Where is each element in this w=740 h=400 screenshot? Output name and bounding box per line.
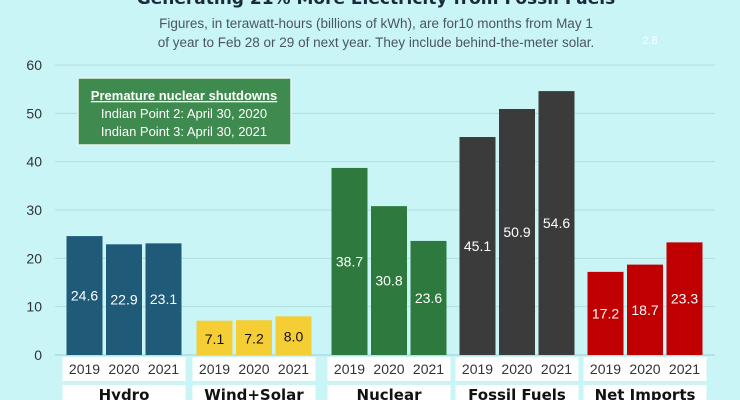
bar-fossil-fuels-2019 <box>459 137 496 355</box>
bar-value-label: 38.7 <box>336 253 363 269</box>
y-tick-label: 40 <box>26 154 42 170</box>
corner-note: 2.8 <box>642 35 657 47</box>
bar-net-imports-2021 <box>666 242 703 355</box>
chart-subtitle-line-1: Figures, in terawatt-hours (billions of … <box>159 16 593 31</box>
y-tick-label: 10 <box>26 299 42 315</box>
year-strip <box>62 357 186 381</box>
y-tick-label: 30 <box>26 202 42 218</box>
bar-value-label: 23.1 <box>150 291 177 307</box>
x-tick-year: 2021 <box>669 361 700 377</box>
category-label: Nuclear <box>357 386 423 400</box>
y-tick-label: 50 <box>26 105 42 121</box>
category-strip <box>62 385 186 400</box>
x-tick-year: 2019 <box>462 361 493 377</box>
chart-title: Generating 21% More Electricity from Fos… <box>137 0 615 9</box>
x-tick-year: 2020 <box>238 361 269 377</box>
callout-heading: Premature nuclear shutdowns <box>91 88 277 103</box>
bar-fossil-fuels-2021 <box>538 91 575 355</box>
bar-wind-solar-2019 <box>196 320 233 355</box>
x-tick-year: 2019 <box>334 361 365 377</box>
category-strip <box>455 385 579 400</box>
callout-line-1: Indian Point 2: April 30, 2020 <box>101 106 267 121</box>
category-label: Fossil Fuels <box>468 386 566 400</box>
y-tick-label: 20 <box>26 250 42 266</box>
category-strip <box>192 385 316 400</box>
year-strip <box>455 357 579 381</box>
category-label: Wind+Solar <box>204 386 304 400</box>
x-tick-year: 2020 <box>373 361 404 377</box>
x-tick-year: 2021 <box>148 361 179 377</box>
category-strip <box>583 385 707 400</box>
year-strip <box>583 357 707 381</box>
bar-value-label: 45.1 <box>464 238 491 254</box>
x-tick-year: 2021 <box>541 361 572 377</box>
y-tick-label: 0 <box>34 347 42 363</box>
category-label: Net Imports <box>595 386 696 400</box>
bar-value-label: 7.2 <box>244 331 264 347</box>
bar-hydro-2020 <box>106 244 142 355</box>
bar-value-label: 18.7 <box>631 302 658 318</box>
bar-value-label: 8.0 <box>284 329 304 345</box>
category-strip <box>327 385 451 400</box>
x-tick-year: 2020 <box>629 361 660 377</box>
bar-hydro-2019 <box>66 236 103 355</box>
bar-hydro-2021 <box>145 243 182 355</box>
bar-value-label: 23.6 <box>415 290 442 306</box>
x-tick-year: 2019 <box>69 361 100 377</box>
bar-net-imports-2020 <box>627 264 663 355</box>
x-tick-year: 2021 <box>413 361 444 377</box>
bar-nuclear-2019 <box>331 167 368 355</box>
category-label: Hydro <box>99 386 150 400</box>
bar-value-label: 22.9 <box>110 292 137 308</box>
bar-wind-solar-2020 <box>236 320 272 355</box>
bar-value-label: 17.2 <box>592 305 619 321</box>
x-tick-year: 2021 <box>278 361 309 377</box>
bar-value-label: 54.6 <box>543 215 570 231</box>
year-strip <box>327 357 451 381</box>
bars: 24.6 22.9 23.1 7.1 7.2 8.0 38.7 30.8 23.6 45.1 50.… <box>66 91 703 355</box>
bar-value-label: 23.3 <box>671 291 698 307</box>
callout-box: Premature nuclear shutdowns Indian Point… <box>77 77 292 146</box>
y-tick-label: 60 <box>26 57 42 73</box>
bar-net-imports-2019 <box>587 271 624 355</box>
bar-nuclear-2020 <box>371 206 407 355</box>
x-axis: 2019 2020 2021 Hydro 2019 2020 2021 Wind+Solar 2… <box>62 357 707 400</box>
bar-nuclear-2021 <box>410 240 447 355</box>
x-tick-year: 2020 <box>501 361 532 377</box>
y-axis: 0 10 20 30 40 50 60 <box>26 57 42 363</box>
callout-line-2: Indian Point 3: April 30, 2021 <box>101 124 267 139</box>
bar-value-label: 30.8 <box>375 273 402 289</box>
x-tick-year: 2020 <box>108 361 139 377</box>
bar-fossil-fuels-2020 <box>499 108 535 355</box>
bar-value-label: 24.6 <box>71 288 98 304</box>
bar-value-label: 7.1 <box>205 331 225 347</box>
bar-wind-solar-2021 <box>275 316 312 355</box>
x-tick-year: 2019 <box>590 361 621 377</box>
x-tick-year: 2019 <box>199 361 230 377</box>
bar-value-label: 50.9 <box>503 224 530 240</box>
year-strip <box>192 357 316 381</box>
chart-subtitle-line-2: of year to Feb 28 or 29 of next year. Th… <box>158 35 595 50</box>
